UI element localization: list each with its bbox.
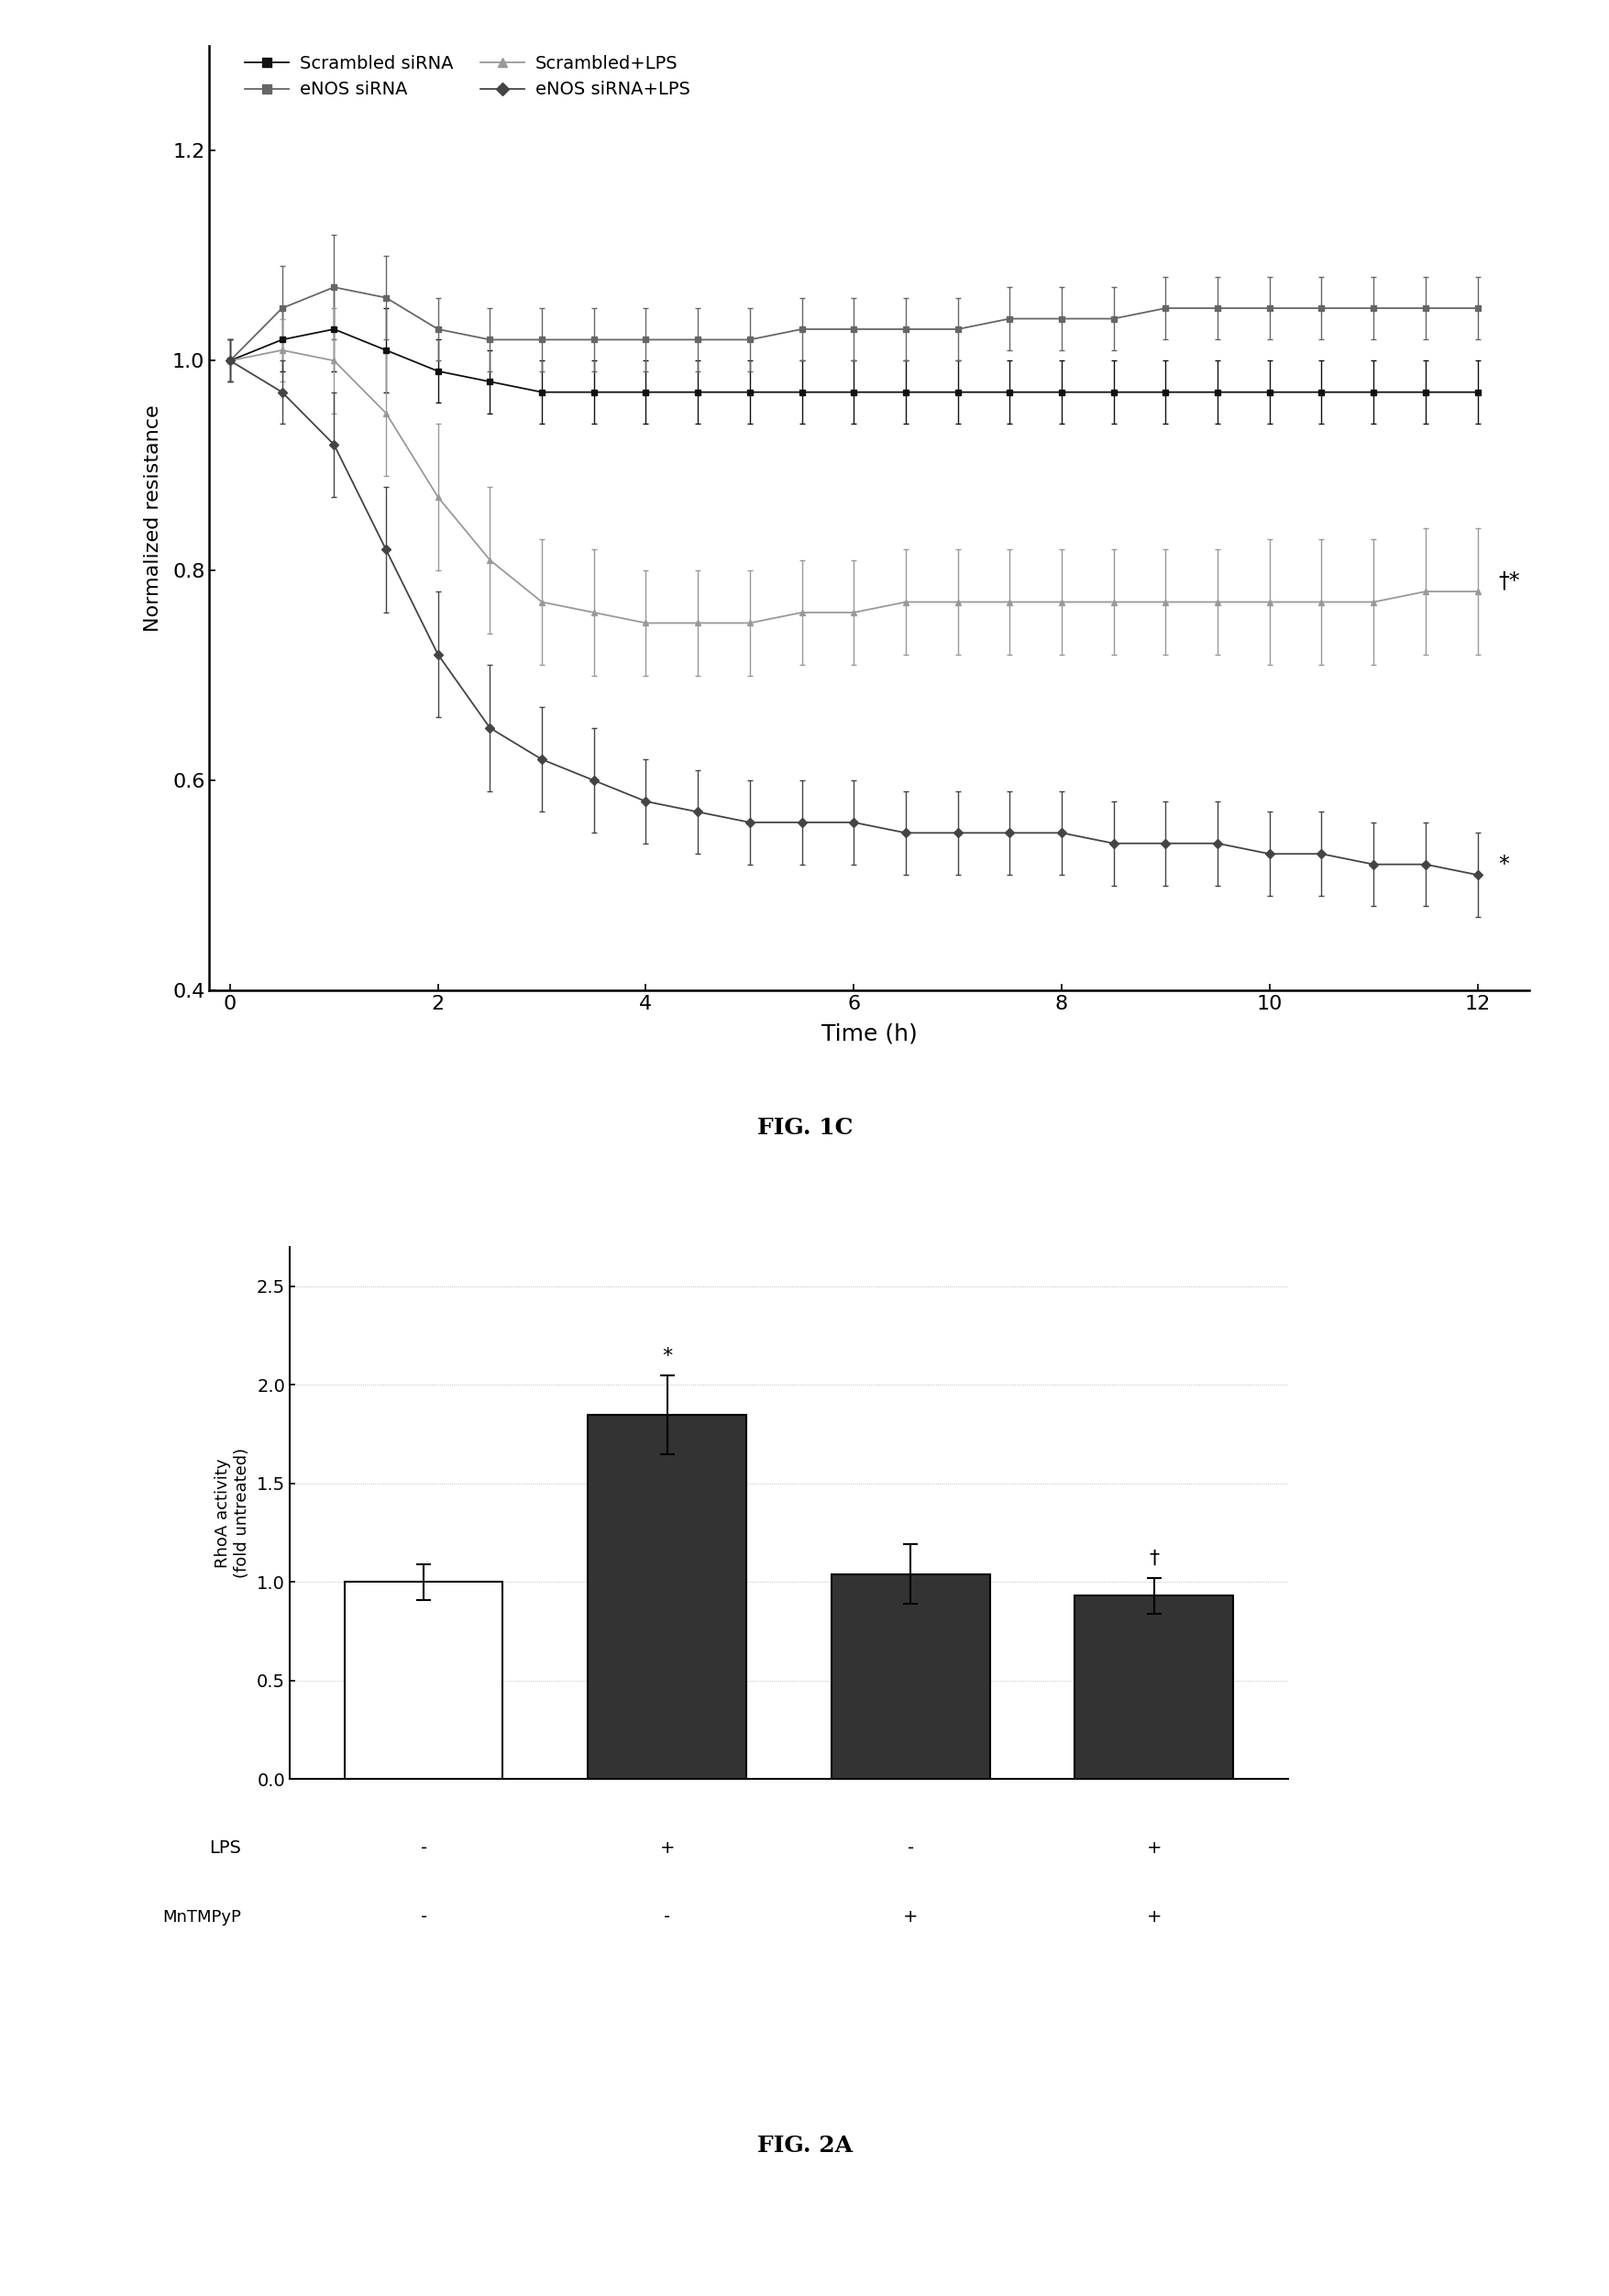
Text: MnTMPyP: MnTMPyP xyxy=(163,1908,241,1926)
Bar xyxy=(830,1575,990,1779)
Legend: Scrambled siRNA, eNOS siRNA, Scrambled+LPS, eNOS siRNA+LPS: Scrambled siRNA, eNOS siRNA, Scrambled+L… xyxy=(245,55,690,99)
Text: +: + xyxy=(1146,1839,1162,1857)
X-axis label: Time (h): Time (h) xyxy=(821,1024,917,1045)
Text: *: * xyxy=(1498,854,1508,875)
Text: †: † xyxy=(1149,1550,1158,1568)
Text: -: - xyxy=(663,1908,669,1926)
Text: FIG. 2A: FIG. 2A xyxy=(756,2135,853,2156)
Bar xyxy=(1075,1596,1232,1779)
Text: †*: †* xyxy=(1498,569,1519,592)
Text: +: + xyxy=(660,1839,674,1857)
Text: FIG. 1C: FIG. 1C xyxy=(756,1116,853,1139)
Text: -: - xyxy=(907,1839,914,1857)
Text: -: - xyxy=(420,1908,426,1926)
Text: LPS: LPS xyxy=(209,1839,241,1857)
Text: *: * xyxy=(661,1348,673,1366)
Y-axis label: Normalized resistance: Normalized resistance xyxy=(143,404,163,631)
Text: +: + xyxy=(1146,1908,1162,1926)
Bar xyxy=(587,1414,747,1779)
Text: -: - xyxy=(420,1839,426,1857)
Text: +: + xyxy=(903,1908,917,1926)
Y-axis label: RhoA activity
(fold untreated): RhoA activity (fold untreated) xyxy=(214,1449,251,1577)
Bar xyxy=(344,1582,502,1779)
